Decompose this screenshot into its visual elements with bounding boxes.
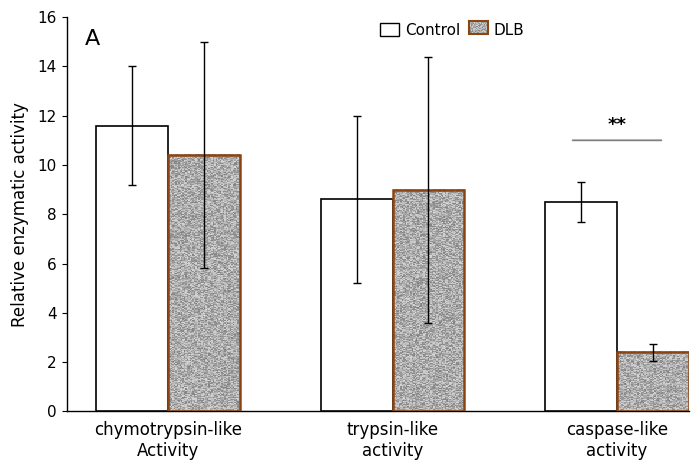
Bar bbox=[96, 126, 168, 411]
Bar bbox=[168, 155, 240, 411]
Bar bbox=[393, 190, 464, 411]
Bar bbox=[545, 202, 617, 411]
Text: A: A bbox=[85, 29, 101, 49]
Y-axis label: Relative enzymatic activity: Relative enzymatic activity bbox=[11, 102, 29, 327]
Bar bbox=[321, 199, 393, 411]
Legend: Control, DLB: Control, DLB bbox=[374, 17, 531, 44]
Bar bbox=[617, 352, 689, 411]
Text: **: ** bbox=[608, 116, 626, 134]
